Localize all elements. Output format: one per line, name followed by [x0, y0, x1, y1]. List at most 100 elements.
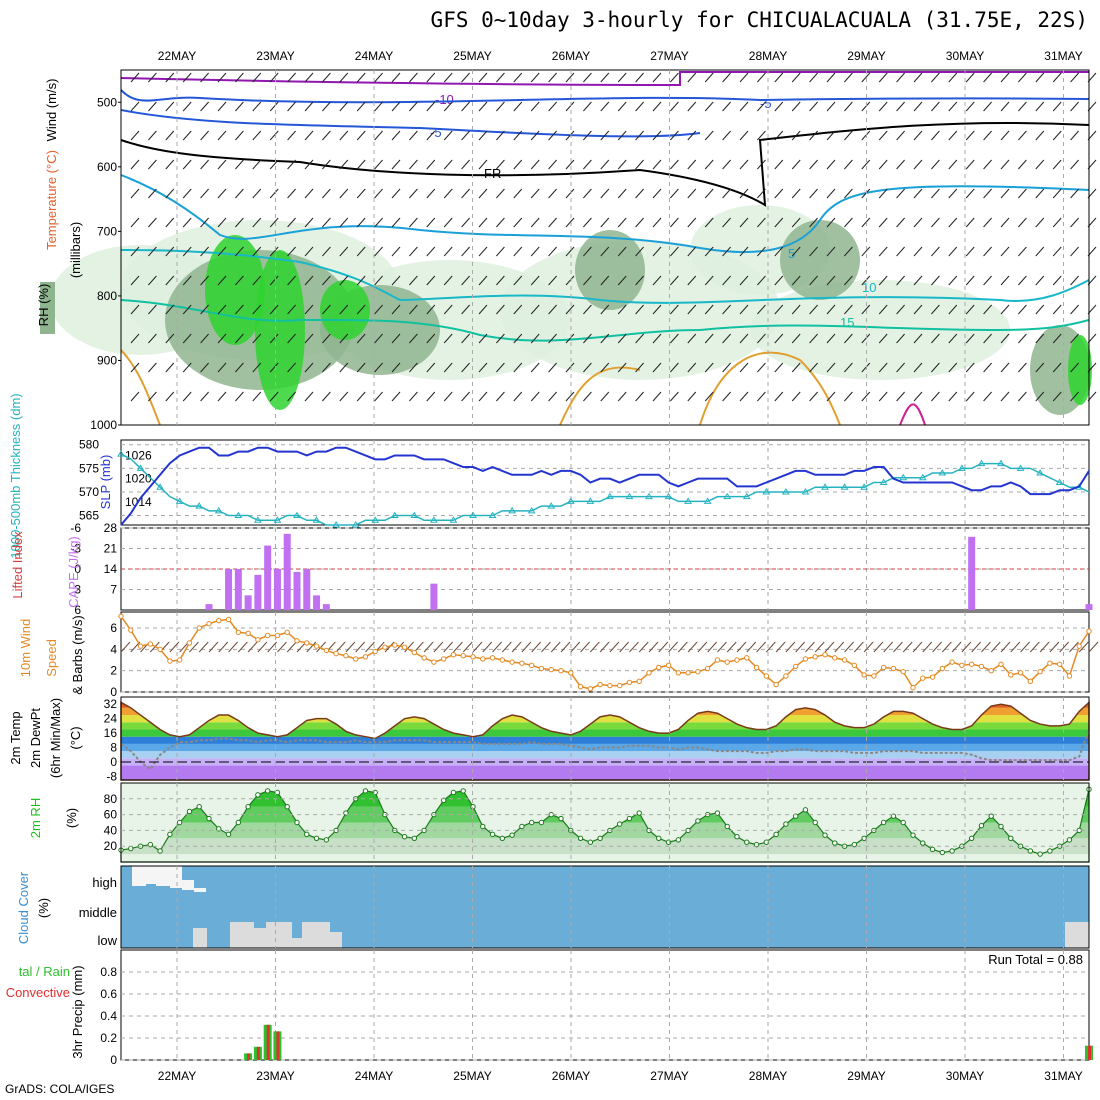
wind-barb [513, 101, 523, 112]
wind-barb [443, 333, 453, 344]
wind-barb [638, 641, 649, 653]
rh-marker [636, 810, 642, 816]
wind-barb [670, 217, 679, 228]
wind-barb [965, 159, 975, 170]
wind-barb [409, 304, 418, 315]
wind-barb [791, 362, 801, 373]
wind-barb [565, 362, 575, 373]
wind-barb [617, 217, 627, 228]
wind-barb [286, 641, 297, 653]
rh-marker [128, 845, 134, 852]
wind-speed-marker [176, 657, 183, 663]
wind-barb [873, 641, 884, 653]
wind-barb [130, 391, 140, 402]
temp-band [121, 729, 1089, 737]
rh-shade [320, 280, 370, 340]
wind-barb [757, 391, 766, 402]
rh-marker [313, 835, 320, 841]
temp-axis-label-c: (6hr Min/Max) [48, 698, 63, 778]
rh-frame [120, 782, 1090, 863]
wind-barb [548, 333, 557, 344]
wind-barb [339, 159, 349, 170]
wind-barb [757, 246, 766, 257]
wind-barb [739, 275, 749, 286]
wind-barb [878, 304, 888, 315]
wind-barb [548, 72, 557, 83]
wind-barb [530, 304, 540, 315]
wind-barb [670, 304, 679, 315]
wind-barb [739, 130, 749, 141]
wind-barb [896, 304, 905, 315]
wind-barb [1035, 246, 1045, 257]
rh-marker [656, 835, 662, 841]
wind-speed-marker [450, 651, 457, 658]
precip-panel: 0 0.2 0.4 0.6 0.8 3hr Precip (mm)tal / Rain Co… [6, 949, 1093, 1067]
wind-barb [635, 362, 644, 373]
temp-band [121, 736, 1089, 744]
rh-marker [832, 840, 838, 846]
rh-marker [255, 792, 261, 798]
wind-barb [200, 333, 209, 344]
wind-barb [287, 101, 296, 112]
wind-barb [423, 641, 434, 653]
temp-line [120, 700, 1090, 781]
temp-tick-label: 16 [104, 726, 118, 740]
wind-barb [878, 72, 888, 83]
contour-label: 10 [862, 280, 876, 295]
rh-marker [822, 832, 828, 838]
wind-barb [548, 391, 557, 402]
wind-barb [774, 101, 784, 112]
wind-barb [1018, 159, 1027, 170]
wind-barb [652, 246, 662, 257]
wind-barb [530, 101, 540, 112]
wind-barb [269, 275, 279, 286]
wind-barb [565, 217, 575, 228]
wind-speed-marker [587, 686, 594, 692]
wind-barb [948, 159, 958, 170]
wind-barb [1052, 304, 1062, 315]
wind-barb [182, 130, 192, 141]
wind-speed-marker [1086, 628, 1092, 634]
wind-barb [217, 101, 227, 112]
wind-barb [704, 246, 714, 257]
wind-speed-marker [724, 659, 730, 665]
wind-barb [931, 72, 940, 83]
wind-barb [951, 641, 962, 653]
wind-barb [757, 362, 766, 373]
rh-marker [157, 848, 163, 854]
wind-barb [704, 362, 714, 373]
wind-barb [565, 188, 575, 199]
wind-barb [443, 362, 453, 373]
wind-barb [774, 217, 784, 228]
wind-barb [182, 101, 192, 112]
wind-barb [983, 391, 992, 402]
temp-axis-label-b: 2m DewPt [28, 708, 43, 768]
wind-barb [652, 101, 662, 112]
wind-barb [200, 159, 209, 170]
precip-total-label: tal / Rain [19, 964, 70, 979]
wind-barb [739, 101, 749, 112]
wind-barb [774, 391, 784, 402]
wind-barb [687, 362, 697, 373]
wind-barb [426, 72, 436, 83]
wind-barb [182, 333, 192, 344]
pressure-tick-label: 700 [97, 224, 117, 238]
wind-barb [409, 246, 418, 257]
wind-barb [722, 246, 731, 257]
wind-barb [1000, 246, 1010, 257]
wind-barb [878, 246, 888, 257]
wind-barb [635, 72, 644, 83]
wind-barb [990, 641, 1001, 653]
thickness-marker [860, 483, 868, 490]
wind-barb [304, 391, 314, 402]
wind-barb [948, 72, 958, 83]
wind-barb [722, 304, 731, 315]
wind-barb [670, 72, 679, 83]
wind-barb [983, 101, 992, 112]
precip-tick-label: 0.4 [100, 1009, 117, 1023]
wind-barb [287, 275, 296, 286]
wind-barb [1000, 333, 1010, 344]
wind-barb [548, 130, 557, 141]
